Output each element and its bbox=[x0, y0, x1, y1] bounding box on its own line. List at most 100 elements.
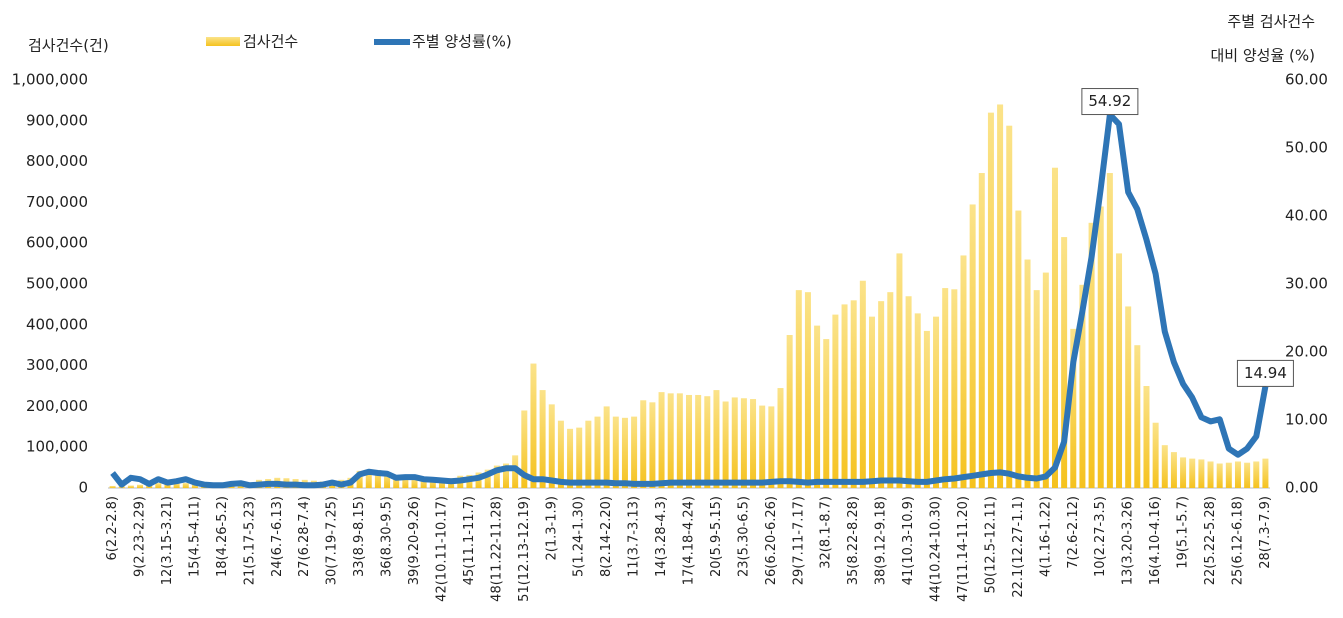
bar bbox=[1134, 345, 1141, 488]
y-tick-label: 300,000 bbox=[26, 356, 88, 374]
bar bbox=[969, 204, 976, 488]
bar bbox=[1198, 459, 1205, 488]
x-tick-label: 50(12.5-12.11) bbox=[983, 496, 998, 594]
bar bbox=[859, 280, 866, 488]
x-tick-label: 6(2.2-2.8) bbox=[105, 496, 120, 560]
y2-tick-label: 50.00 bbox=[1285, 139, 1328, 157]
bar bbox=[795, 290, 802, 488]
bar bbox=[191, 483, 198, 488]
data-label: 54.92 bbox=[1088, 92, 1131, 110]
bar bbox=[896, 253, 903, 488]
bar bbox=[1125, 306, 1132, 488]
x-tick-label: 4(1.16-1.22) bbox=[1038, 496, 1053, 577]
bar bbox=[567, 428, 574, 488]
bar bbox=[631, 416, 638, 488]
bar bbox=[1234, 461, 1241, 488]
bar bbox=[832, 314, 839, 488]
bar bbox=[1161, 445, 1168, 488]
bar bbox=[777, 388, 784, 488]
x-tick-label: 10(2.27-3.5) bbox=[1093, 496, 1108, 577]
x-tick-label: 23(5.30-6.5) bbox=[736, 496, 751, 577]
bar bbox=[1216, 463, 1223, 488]
bar bbox=[603, 406, 610, 488]
bar bbox=[1024, 259, 1031, 488]
bar bbox=[503, 463, 510, 488]
bar bbox=[1097, 206, 1104, 489]
bar bbox=[814, 325, 821, 488]
x-tick-label: 5(1.24-1.30) bbox=[572, 496, 587, 577]
legend-swatch bbox=[206, 37, 240, 46]
bar bbox=[823, 339, 830, 488]
bar bbox=[384, 472, 391, 488]
y2-tick-label: 30.00 bbox=[1285, 275, 1328, 293]
bar bbox=[1225, 462, 1232, 488]
legend-label: 검사건수 bbox=[243, 33, 298, 51]
bar bbox=[420, 478, 427, 488]
y-tick-label: 600,000 bbox=[26, 234, 88, 252]
bar bbox=[493, 465, 500, 488]
bar bbox=[740, 398, 747, 488]
bar bbox=[905, 296, 912, 488]
bar bbox=[1033, 290, 1040, 488]
x-tick-label: 39(9.20-9.26) bbox=[407, 496, 422, 585]
bar bbox=[658, 392, 665, 488]
bar bbox=[1079, 284, 1086, 488]
y-tick-label: 100,000 bbox=[26, 438, 88, 456]
data-label-box bbox=[1081, 88, 1139, 116]
bar bbox=[1088, 222, 1095, 489]
y-tick-label: 400,000 bbox=[26, 315, 88, 333]
bar bbox=[621, 417, 628, 488]
x-tick-label: 13(3.20-3.26) bbox=[1121, 496, 1136, 585]
bar bbox=[887, 292, 894, 488]
bar bbox=[1262, 458, 1269, 488]
x-tick-label: 32(8.1-8.7) bbox=[819, 496, 834, 569]
bar bbox=[484, 469, 491, 488]
bar bbox=[768, 406, 775, 488]
bar bbox=[1106, 173, 1113, 489]
x-tick-label: 29(7.11-7.17) bbox=[791, 496, 806, 585]
x-tick-label: 19(5.1-5.7) bbox=[1176, 496, 1191, 569]
y2-tick-label: 0.00 bbox=[1285, 479, 1318, 497]
bar bbox=[923, 330, 930, 488]
bar bbox=[548, 404, 555, 488]
bar bbox=[942, 288, 949, 488]
bar bbox=[1244, 462, 1251, 488]
bar bbox=[850, 300, 857, 488]
bar bbox=[576, 427, 583, 488]
bar bbox=[667, 393, 674, 488]
bar bbox=[704, 396, 711, 488]
bar bbox=[393, 475, 400, 488]
data-label: 14.94 bbox=[1244, 364, 1287, 382]
y-tick-label: 700,000 bbox=[26, 193, 88, 211]
data-label-box bbox=[1236, 359, 1294, 387]
y-tick-label: 900,000 bbox=[26, 111, 88, 129]
bar bbox=[722, 401, 729, 488]
bar bbox=[1207, 461, 1214, 488]
bar bbox=[686, 394, 692, 488]
bar bbox=[750, 399, 757, 488]
x-tick-label: 30(7.19-7.25) bbox=[325, 496, 340, 585]
bar bbox=[557, 420, 564, 488]
bar bbox=[1061, 237, 1068, 488]
bar bbox=[695, 394, 702, 488]
bar bbox=[1152, 422, 1159, 488]
x-tick-label: 22(5.22-5.28) bbox=[1203, 496, 1218, 585]
bar bbox=[1070, 328, 1077, 488]
bar bbox=[109, 485, 116, 488]
line bbox=[110, 111, 1269, 489]
bar bbox=[173, 482, 180, 488]
x-tick-label: 38(9.12-9.18) bbox=[874, 496, 889, 585]
bar bbox=[612, 416, 619, 488]
bar bbox=[713, 390, 720, 488]
bar bbox=[804, 292, 811, 488]
x-tick-label: 17(4.18-4.24) bbox=[682, 496, 697, 585]
y-tick-label: 0 bbox=[78, 479, 88, 497]
x-tick-label: 24(6.7-6.13) bbox=[270, 496, 285, 577]
x-tick-label: 25(6.12-6.18) bbox=[1230, 496, 1245, 585]
bar bbox=[1006, 125, 1013, 489]
x-tick-label: 26(6.20-6.26) bbox=[764, 496, 779, 585]
bar bbox=[933, 316, 940, 488]
y-tick-label: 1,000,000 bbox=[12, 71, 88, 89]
bar bbox=[411, 477, 418, 488]
